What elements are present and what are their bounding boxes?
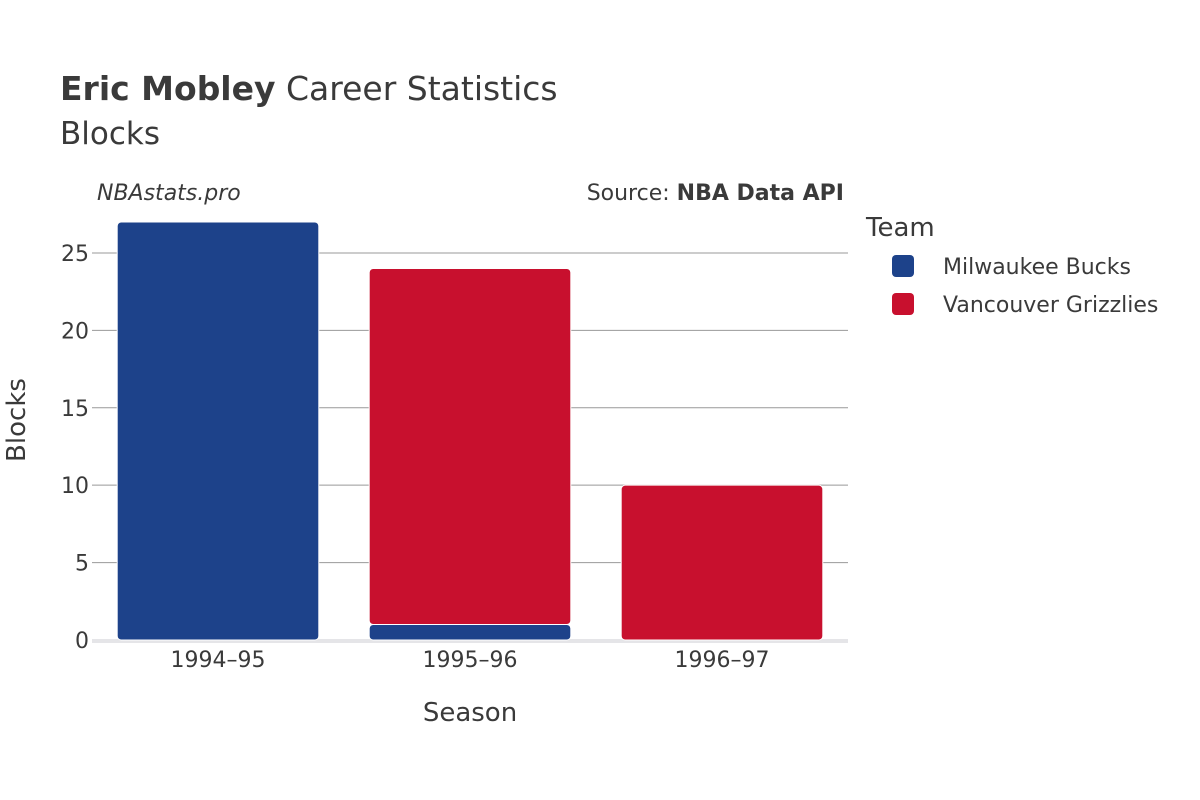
- bar-segment[interactable]: [368, 267, 572, 626]
- legend-label: Milwaukee Bucks: [943, 255, 1131, 280]
- bar-segment[interactable]: [368, 624, 572, 641]
- legend-swatch: [892, 293, 914, 315]
- source-prefix: Source:: [587, 181, 677, 206]
- bar-segment[interactable]: [620, 484, 824, 641]
- chart-subtitle: Blocks: [60, 116, 160, 152]
- x-tick-labels: 1994–95 1995–96 1996–97: [171, 648, 770, 673]
- source-label: Source: NBA Data API: [587, 181, 844, 206]
- x-axis-title: Season: [423, 698, 517, 728]
- legend-items: Milwaukee Bucks Vancouver Grizzlies: [892, 255, 1158, 318]
- legend-swatch: [892, 255, 914, 277]
- legend-title: Team: [865, 213, 935, 243]
- y-tick-label: 5: [75, 552, 89, 577]
- y-tick-label: 20: [61, 319, 89, 344]
- source-name: NBA Data API: [677, 181, 844, 206]
- x-axis-baseline: [92, 639, 848, 643]
- x-tick-label: 1996–97: [675, 648, 770, 673]
- chart-title: Eric Mobley Career Statistics: [60, 69, 558, 108]
- bar-segment[interactable]: [116, 221, 320, 641]
- chart-title-player: Eric Mobley: [60, 69, 276, 108]
- y-tick-label: 0: [75, 629, 89, 654]
- brand-label: NBAstats.pro: [97, 181, 241, 206]
- bars: [116, 221, 824, 641]
- y-tick-labels: 0 5 10 15 20 25: [61, 242, 89, 654]
- y-tick-label: 15: [61, 397, 89, 422]
- x-tick-label: 1994–95: [171, 648, 266, 673]
- y-axis-title: Blocks: [2, 378, 32, 462]
- legend: Team Milwaukee Bucks Vancouver Grizzlies: [865, 213, 1158, 318]
- legend-label: Vancouver Grizzlies: [943, 293, 1158, 318]
- x-tick-label: 1995–96: [423, 648, 518, 673]
- chart-title-rest: Career Statistics: [276, 69, 558, 108]
- y-tick-label: 25: [61, 242, 89, 267]
- y-tick-label: 10: [61, 474, 89, 499]
